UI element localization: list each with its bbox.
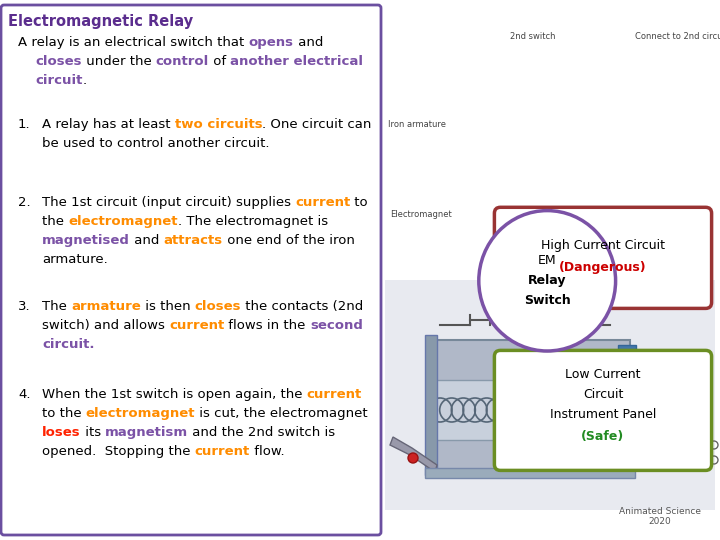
Text: electromagnet: electromagnet — [86, 407, 195, 420]
Text: Low Current: Low Current — [565, 368, 641, 381]
Text: 2nd switch: 2nd switch — [510, 32, 556, 41]
Text: attracts: attracts — [163, 234, 222, 247]
Text: and: and — [130, 234, 163, 247]
Ellipse shape — [479, 211, 616, 351]
Bar — [425, 335, 437, 475]
Text: be used to control another circuit.: be used to control another circuit. — [42, 137, 269, 150]
Text: . One circuit can: . One circuit can — [262, 118, 372, 131]
FancyBboxPatch shape — [495, 350, 711, 470]
Text: one end of the iron: one end of the iron — [222, 234, 354, 247]
Text: 1st circuit: 1st circuit — [510, 210, 552, 219]
Text: opens: opens — [248, 36, 294, 49]
Text: Switch: Switch — [524, 294, 570, 307]
Text: and the 2nd switch is: and the 2nd switch is — [188, 426, 336, 439]
Bar — [425, 468, 635, 478]
Text: Relay: Relay — [528, 274, 567, 287]
Text: of: of — [209, 55, 230, 68]
Text: (Dangerous): (Dangerous) — [559, 261, 647, 274]
Text: control: control — [156, 55, 209, 68]
Text: magnetism: magnetism — [105, 426, 188, 439]
Text: current: current — [194, 445, 250, 458]
Text: the: the — [42, 215, 68, 228]
Text: circuit: circuit — [35, 74, 82, 87]
Text: (Safe): (Safe) — [581, 430, 625, 443]
Text: A relay is an electrical switch that: A relay is an electrical switch that — [18, 36, 248, 49]
Text: High Current Circuit: High Current Circuit — [541, 239, 665, 252]
Text: 4.: 4. — [18, 388, 30, 401]
FancyBboxPatch shape — [495, 207, 711, 308]
Text: 3.: 3. — [18, 300, 31, 313]
Text: circuit.: circuit. — [42, 338, 94, 351]
Text: closes: closes — [35, 55, 81, 68]
Text: two circuits: two circuits — [175, 118, 262, 131]
Text: to the: to the — [42, 407, 86, 420]
Text: another electrical: another electrical — [230, 55, 363, 68]
Text: .: . — [82, 74, 86, 87]
Polygon shape — [390, 437, 437, 472]
Text: current: current — [295, 196, 351, 209]
Text: Instrument Panel: Instrument Panel — [550, 408, 656, 421]
Bar — [435, 380, 625, 440]
Text: electromagnet: electromagnet — [68, 215, 178, 228]
Text: its: its — [81, 426, 105, 439]
Text: loses: loses — [42, 426, 81, 439]
FancyBboxPatch shape — [1, 5, 381, 535]
Text: Electromagnet: Electromagnet — [390, 210, 451, 219]
Text: Iron armature: Iron armature — [388, 120, 446, 129]
Bar — [430, 340, 630, 470]
Text: current: current — [307, 388, 362, 401]
Circle shape — [408, 453, 418, 463]
Text: is cut, the electromagnet: is cut, the electromagnet — [195, 407, 368, 420]
Text: flow.: flow. — [250, 445, 284, 458]
Text: is then: is then — [141, 300, 194, 313]
Text: Circuit: Circuit — [582, 388, 624, 401]
Text: The: The — [42, 300, 71, 313]
Text: the contacts (2nd: the contacts (2nd — [241, 300, 364, 313]
Text: Connect to 2nd circuit: Connect to 2nd circuit — [635, 32, 720, 41]
Text: current: current — [169, 319, 225, 332]
Text: When the 1st switch is open again, the: When the 1st switch is open again, the — [42, 388, 307, 401]
Bar — [385, 280, 715, 510]
Text: to: to — [351, 196, 368, 209]
Text: The 1st circuit (input circuit) supplies: The 1st circuit (input circuit) supplies — [42, 196, 295, 209]
Text: Animated Science
2020: Animated Science 2020 — [619, 507, 701, 526]
Text: under the: under the — [81, 55, 156, 68]
Text: EM: EM — [538, 254, 557, 267]
Text: closes: closes — [194, 300, 241, 313]
Text: magnetised: magnetised — [42, 234, 130, 247]
Text: and: and — [294, 36, 323, 49]
Text: armature: armature — [71, 300, 141, 313]
Text: second: second — [310, 319, 363, 332]
Text: switch) and allows: switch) and allows — [42, 319, 169, 332]
Bar — [618, 345, 636, 465]
Text: flows in the: flows in the — [225, 319, 310, 332]
Text: 1.: 1. — [18, 118, 31, 131]
Text: A relay has at least: A relay has at least — [42, 118, 175, 131]
Text: 1st switch: 1st switch — [544, 258, 586, 267]
Text: 2.: 2. — [18, 196, 31, 209]
Text: armature.: armature. — [42, 253, 108, 266]
Text: . The electromagnet is: . The electromagnet is — [178, 215, 328, 228]
Text: opened.  Stopping the: opened. Stopping the — [42, 445, 194, 458]
Text: Electromagnetic Relay: Electromagnetic Relay — [8, 14, 193, 29]
